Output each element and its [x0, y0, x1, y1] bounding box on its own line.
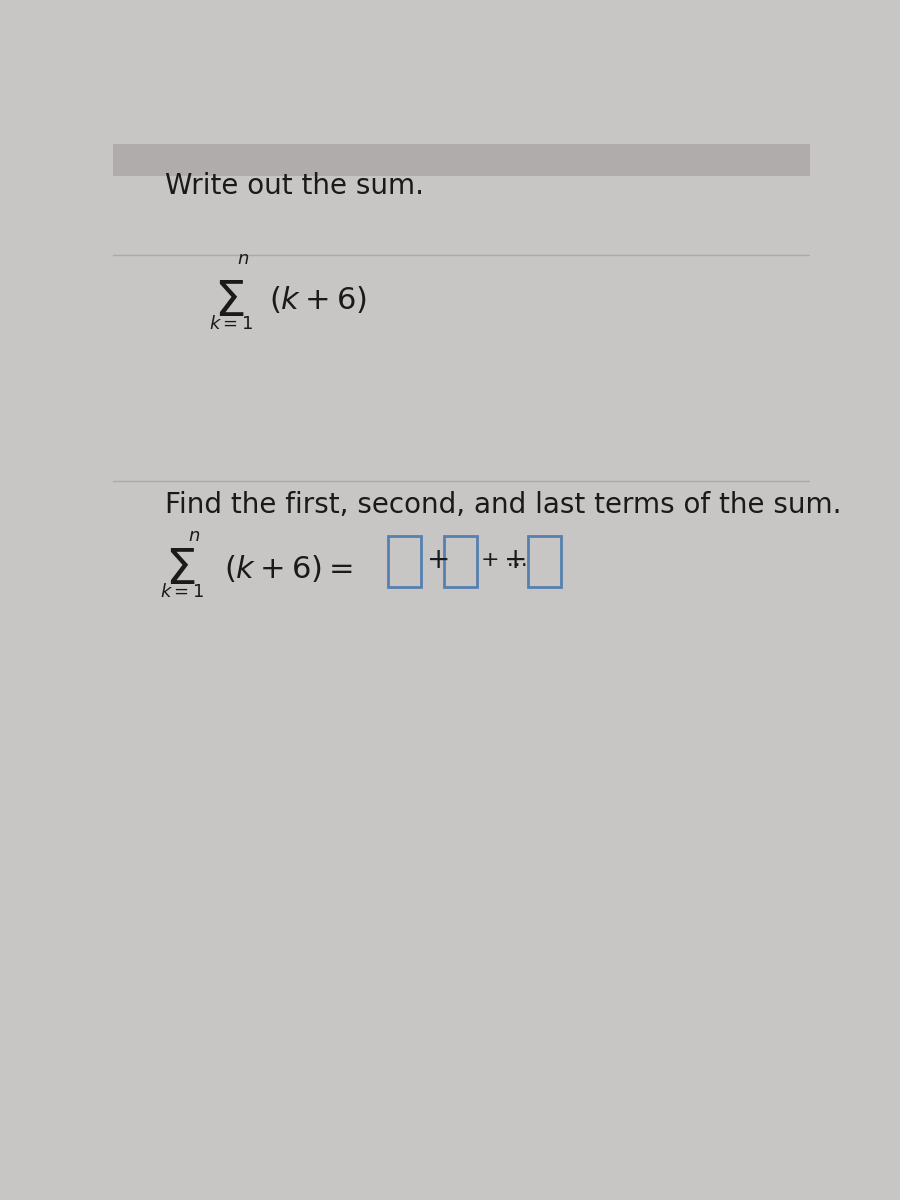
Text: $k=1$: $k=1$	[209, 314, 253, 332]
Text: $\Sigma$: $\Sigma$	[213, 278, 244, 326]
Text: Find the first, second, and last terms of the sum.: Find the first, second, and last terms o…	[165, 491, 842, 518]
Text: $n$: $n$	[188, 528, 200, 546]
FancyBboxPatch shape	[112, 144, 810, 176]
Text: $k=1$: $k=1$	[160, 583, 204, 601]
Text: $(k+6) =$: $(k+6) =$	[224, 553, 353, 584]
Text: Write out the sum.: Write out the sum.	[165, 172, 424, 199]
Text: +: +	[505, 546, 528, 574]
Text: +: +	[428, 546, 450, 574]
Text: $(k+6)$: $(k+6)$	[269, 284, 367, 316]
Text: $\Sigma$: $\Sigma$	[165, 546, 195, 594]
Text: $n$: $n$	[237, 251, 248, 269]
Text: + ...: + ...	[482, 550, 528, 570]
